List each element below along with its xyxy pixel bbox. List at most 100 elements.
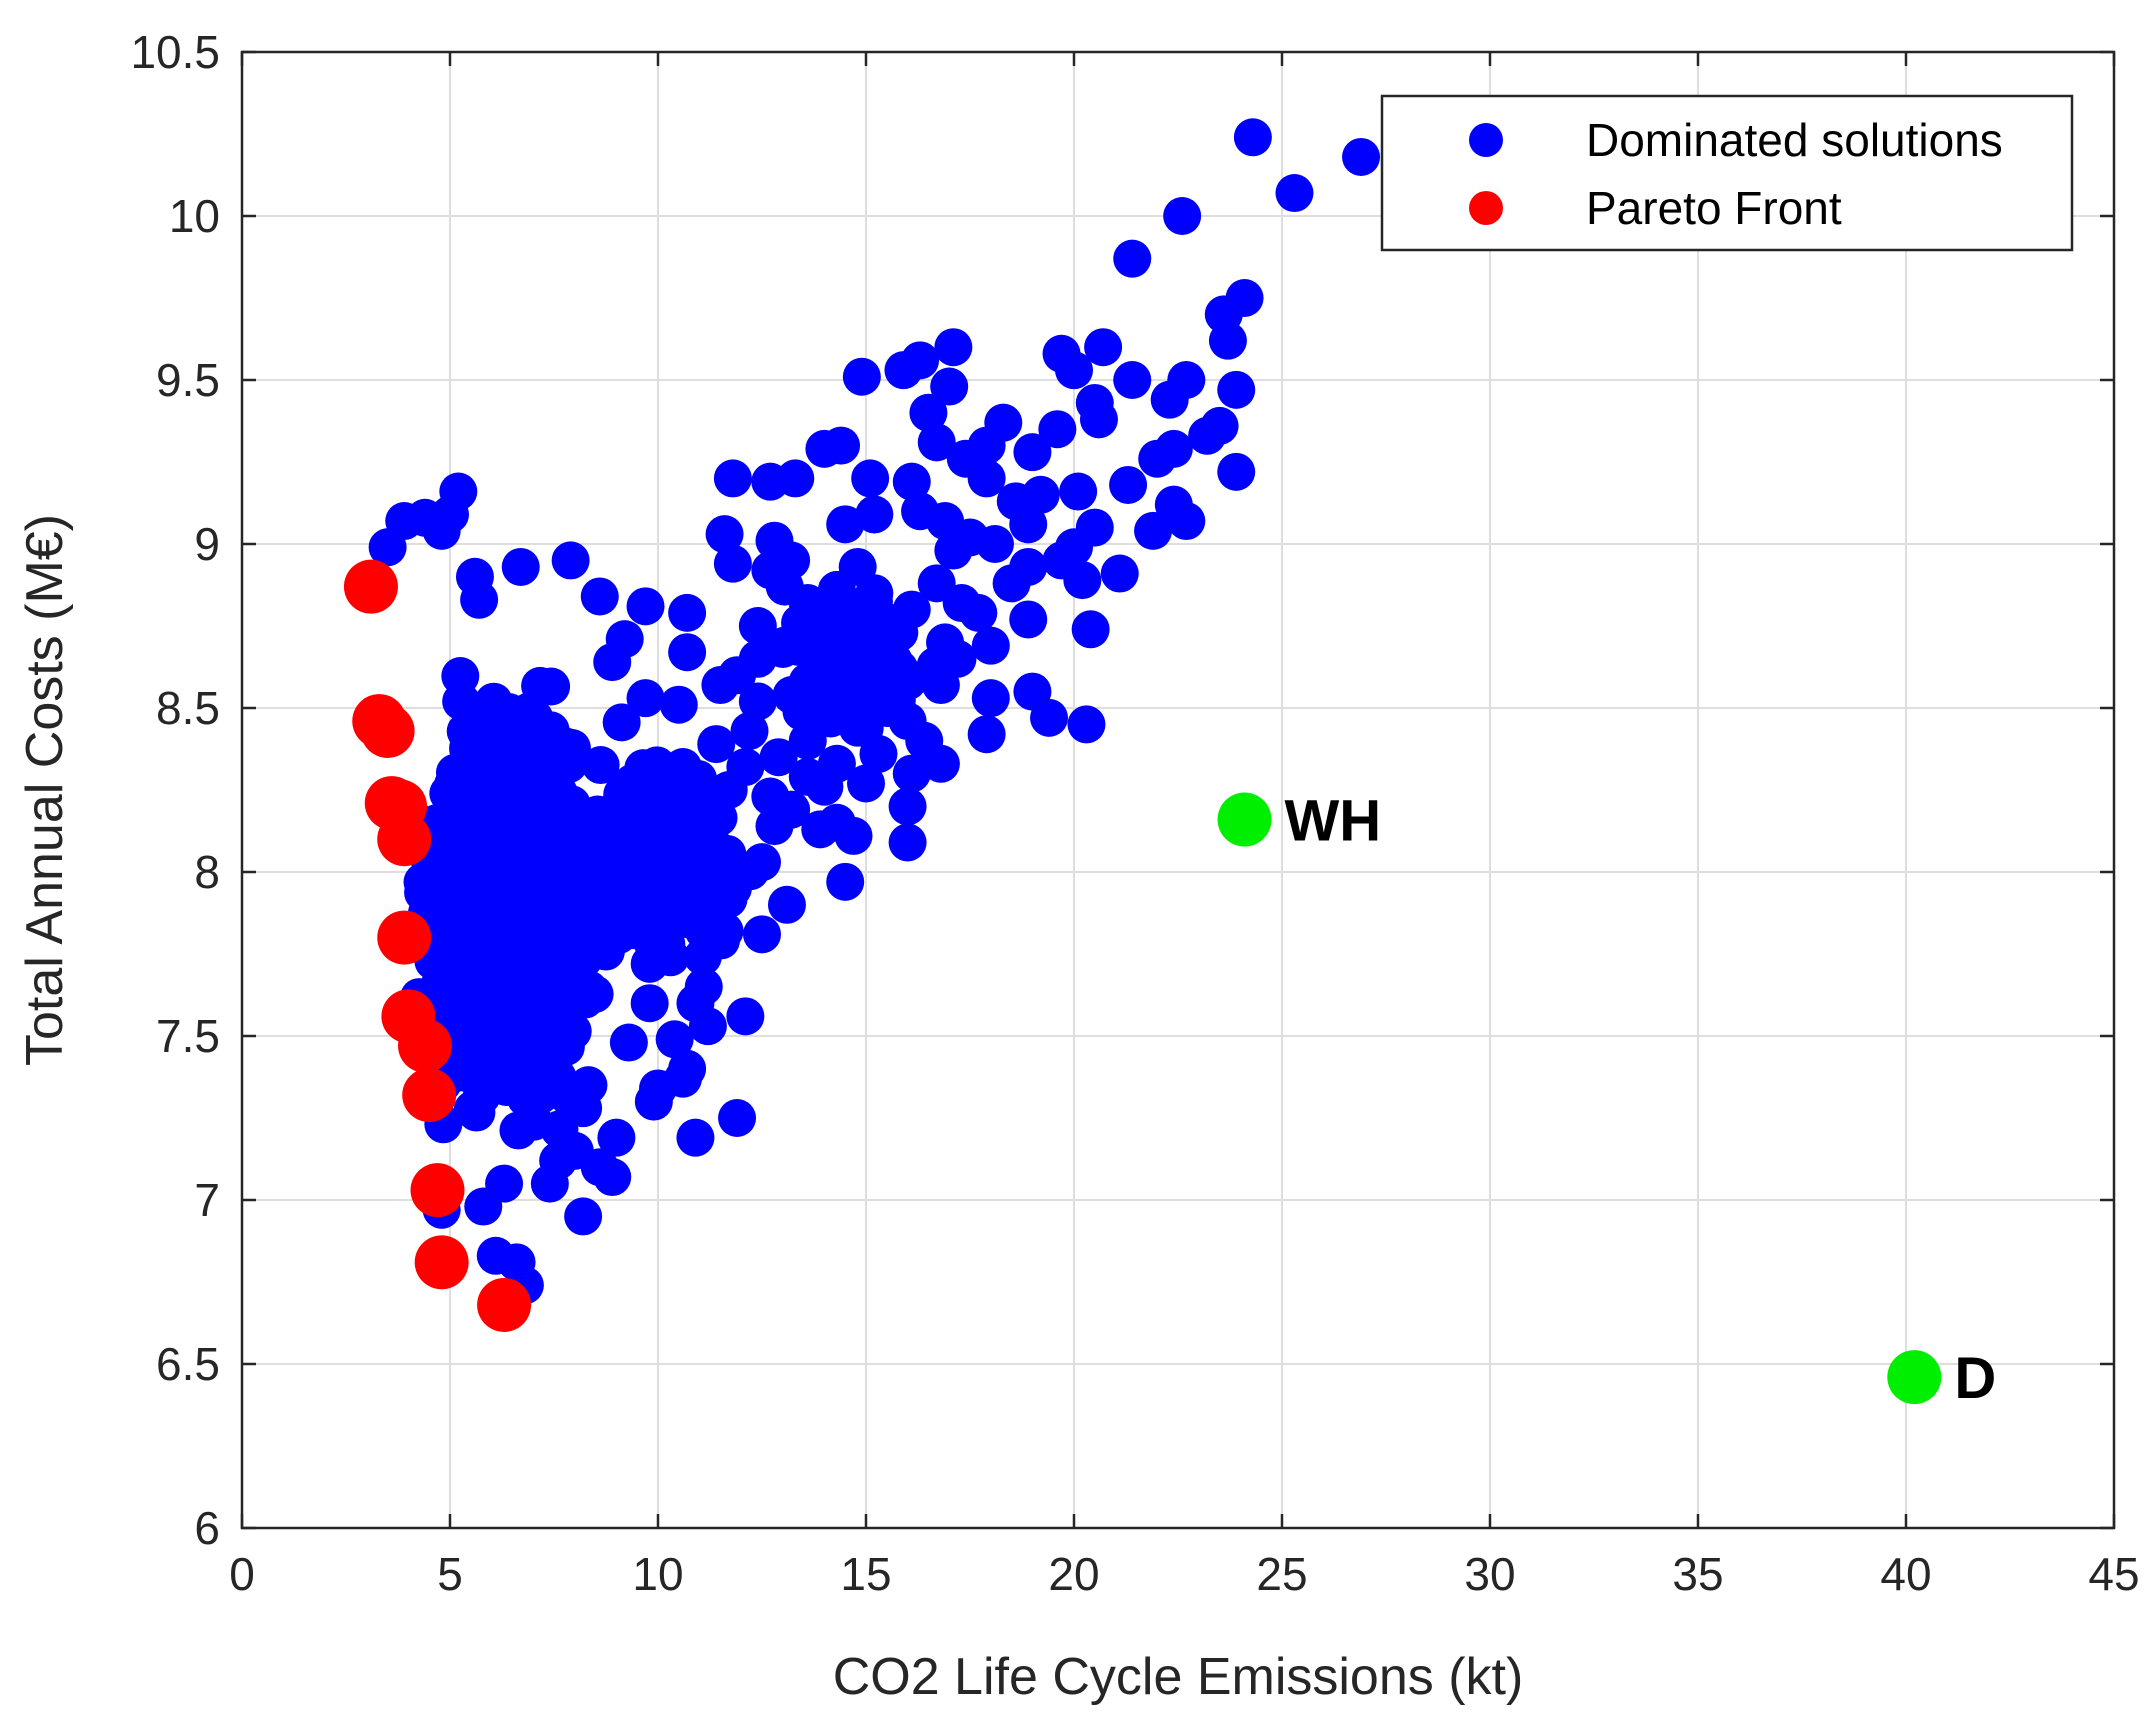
dominated-point — [536, 814, 575, 853]
dominated-point — [834, 816, 873, 855]
dominated-point — [483, 862, 522, 901]
dominated-point — [485, 1164, 524, 1203]
dominated-point — [564, 1197, 603, 1236]
dominated-point — [564, 1089, 603, 1128]
legend-label: Dominated solutions — [1586, 114, 2003, 166]
dominated-point — [788, 662, 827, 701]
legend: Dominated solutions Pareto Front — [1380, 94, 2074, 252]
dominated-point — [738, 607, 777, 645]
dominated-point — [788, 584, 827, 623]
dominated-point — [655, 1020, 694, 1059]
dominated-point — [457, 896, 496, 935]
pareto-point — [360, 703, 415, 758]
dominated-point — [659, 892, 698, 931]
dominated-point — [551, 541, 590, 580]
dominated-point — [626, 679, 665, 718]
dominated-point — [1079, 400, 1118, 439]
dominated-point — [1063, 561, 1102, 600]
dominated-point — [597, 1118, 636, 1157]
y-tick-label: 9.5 — [156, 354, 220, 406]
dominated-point — [1275, 174, 1314, 213]
dominated-point — [469, 740, 508, 779]
y-axis-title: Total Annual Costs (M€) — [16, 514, 74, 1066]
dominated-point — [1208, 321, 1247, 360]
dominated-point — [755, 807, 794, 846]
dominated-point — [1167, 502, 1206, 541]
x-tick-label: 0 — [229, 1548, 255, 1600]
dominated-point — [1109, 465, 1148, 504]
y-tick-label: 10.5 — [130, 26, 220, 78]
dominated-point — [909, 393, 948, 432]
reference-point — [1217, 792, 1272, 847]
x-tick-label: 5 — [437, 1548, 463, 1600]
dominated-point — [441, 657, 480, 696]
dominated-point — [788, 721, 827, 760]
dominated-point — [713, 869, 752, 908]
dominated-point — [934, 328, 973, 367]
x-tick-label: 10 — [632, 1548, 683, 1600]
dominated-point — [688, 1007, 727, 1046]
x-tick-label: 20 — [1048, 1548, 1099, 1600]
dominated-point — [1013, 433, 1052, 472]
dominated-point — [884, 351, 923, 390]
dominated-point — [751, 551, 790, 590]
dominated-point — [743, 915, 781, 954]
y-tick-label: 7.5 — [156, 1010, 220, 1062]
dominated-point — [880, 649, 919, 688]
dominated-point — [506, 1078, 545, 1117]
dominated-point — [1113, 361, 1152, 399]
dominated-point — [838, 708, 877, 747]
y-tick-label: 6 — [194, 1502, 220, 1554]
pareto-point — [377, 910, 432, 965]
reference-point-label: D — [1954, 1346, 1996, 1411]
dominated-point — [826, 862, 865, 901]
dominated-point — [917, 423, 956, 462]
pareto-point — [477, 1277, 532, 1332]
dominated-point — [1163, 197, 1202, 235]
legend-box — [1380, 94, 2074, 252]
dominated-point — [801, 810, 840, 849]
dominated-point — [975, 525, 1014, 563]
reference-point-label: WH — [1285, 789, 1382, 854]
dominated-point — [1009, 600, 1048, 639]
dominated-point — [959, 593, 998, 632]
dominated-point — [718, 1099, 757, 1137]
dominated-point — [697, 725, 736, 764]
dominated-point — [713, 544, 752, 583]
pareto-point — [402, 1068, 457, 1123]
dominated-point — [701, 666, 740, 705]
dominated-point — [1134, 511, 1173, 550]
dominated-point — [1059, 472, 1098, 511]
y-tick-label: 7 — [194, 1174, 220, 1226]
dominated-point — [1217, 452, 1256, 491]
y-tick-label: 10 — [169, 190, 220, 242]
dominated-point — [1342, 137, 1381, 176]
dominated-point — [967, 715, 1006, 754]
dominated-point — [532, 667, 571, 706]
y-tick-label: 6.5 — [156, 1338, 220, 1390]
dominated-point — [1138, 439, 1177, 478]
dominated-point — [851, 459, 890, 498]
dominated-point — [743, 843, 781, 882]
pareto-point — [343, 559, 398, 614]
dominated-point — [705, 912, 744, 951]
dominated-point — [822, 646, 861, 685]
dominated-point — [713, 459, 752, 498]
dominated-point — [580, 577, 619, 616]
dominated-point — [842, 357, 881, 396]
dominated-point — [705, 515, 744, 554]
dominated-point — [634, 1082, 673, 1121]
dominated-point — [600, 875, 639, 914]
dominated-point — [602, 703, 641, 742]
dominated-point — [1038, 410, 1077, 449]
dominated-point — [855, 495, 894, 534]
dominated-point — [630, 944, 669, 983]
dominated-point — [726, 997, 765, 1036]
dominated-point — [930, 367, 969, 406]
dominated-point — [1071, 610, 1110, 649]
dominated-point — [368, 528, 407, 567]
dominated-point — [676, 1118, 715, 1157]
x-tick-label: 30 — [1464, 1548, 1515, 1600]
dominated-point — [501, 547, 540, 586]
